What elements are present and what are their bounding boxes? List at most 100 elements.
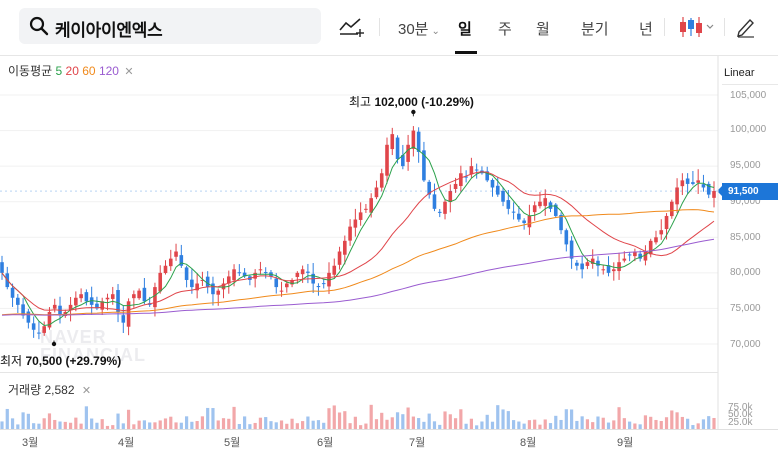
candle-body [706, 183, 711, 195]
candle-body [168, 258, 173, 267]
volume-bar [221, 418, 226, 429]
toolbar-separator [664, 18, 665, 36]
toolbar-separator [379, 18, 380, 36]
volume-bar [469, 418, 473, 429]
volume-bar [237, 423, 241, 429]
candle-body [633, 251, 637, 257]
volume-bar [348, 423, 352, 429]
volume-bar [680, 416, 684, 429]
volume-bar [243, 416, 247, 429]
low-value: 70,500 [25, 354, 63, 368]
volume-bar [580, 416, 584, 429]
volume-bar [548, 423, 553, 429]
volume-bar [691, 425, 695, 429]
candle-body [622, 258, 627, 261]
period-week[interactable]: 주 [498, 21, 512, 38]
volume-bar [84, 406, 88, 429]
candle-body [585, 262, 590, 266]
period-quarter[interactable]: 분기 [581, 21, 609, 38]
candle-body [617, 262, 621, 272]
y-tick-label: 90,000 [730, 196, 761, 207]
candle-body [100, 301, 105, 310]
volume-bar [74, 417, 78, 429]
close-icon[interactable]: ✕ [124, 66, 134, 78]
volume-bar [490, 421, 495, 429]
volume-bar [258, 417, 263, 429]
volume-value: 2,582 [44, 383, 75, 397]
period-month[interactable]: 월 [536, 21, 550, 38]
volume-bar [638, 424, 642, 429]
candle-body [437, 211, 442, 213]
high-value: 102,000 [374, 95, 418, 109]
period-day[interactable]: 일 [458, 21, 472, 38]
candle-body [427, 181, 431, 195]
volume-bar [332, 405, 336, 429]
candle-body [137, 290, 141, 299]
low-price-annotation: 최저 70,500 (+29.79%) [0, 352, 121, 369]
low-marker-dot [51, 341, 57, 347]
volume-bar [195, 421, 199, 429]
ma60-label: 60 [82, 64, 96, 78]
candle-body [459, 173, 463, 187]
search-icon[interactable] [29, 16, 49, 41]
draw-line-icon[interactable] [338, 14, 364, 43]
candle-body [232, 269, 236, 281]
volume-tick-label: 50.0k [728, 409, 753, 420]
candle-body [659, 230, 664, 235]
volume-bar [5, 408, 9, 429]
volume-bar [285, 423, 289, 429]
volume-bar [163, 418, 168, 429]
candle-body [527, 215, 532, 228]
pencil-icon[interactable] [736, 16, 756, 43]
volume-bar [596, 416, 600, 429]
x-tick-label: 9월 [617, 437, 634, 449]
candle-body [696, 180, 700, 183]
volume-bar [290, 418, 294, 429]
candle-body [369, 198, 373, 213]
candle-body [205, 276, 210, 288]
period-year[interactable]: 년 [639, 21, 653, 38]
candle-body [627, 254, 632, 256]
candle-body [495, 185, 500, 195]
volume-bar [559, 419, 563, 429]
volume-bar [37, 423, 41, 429]
volume-bar [570, 409, 574, 429]
volume-bar [68, 422, 73, 429]
candle-body [664, 215, 669, 230]
volume-bar [406, 407, 410, 429]
candlestick-icon[interactable] [678, 15, 716, 44]
candle-body [353, 219, 358, 228]
candle-body [553, 204, 558, 216]
y-tick-label: 95,000 [730, 160, 761, 171]
moving-average-legend[interactable]: 이동평균 5 20 60 120 ✕ [8, 62, 134, 79]
candle-body [648, 240, 653, 255]
stock-search-box[interactable]: 케이아이엔엑스 [19, 8, 321, 44]
volume-bar [121, 423, 125, 429]
candle-body [84, 292, 89, 302]
toolbar-separator [724, 18, 725, 36]
volume-legend[interactable]: 거래량 2,582 ✕ [8, 381, 91, 398]
volume-bar [337, 412, 342, 429]
candle-body [712, 191, 716, 198]
pane-divider[interactable] [0, 372, 718, 373]
volume-bar [422, 421, 426, 429]
period-30min[interactable]: 30분 ⌄ [398, 18, 440, 39]
volume-bar [554, 415, 558, 429]
candle-body [37, 332, 41, 334]
volume-bar [279, 420, 284, 429]
volume-bar [169, 416, 173, 429]
search-query[interactable]: 케이아이엔엑스 [55, 21, 163, 40]
close-icon[interactable]: ✕ [81, 385, 92, 397]
candle-body [332, 265, 337, 275]
volume-bar [707, 416, 711, 429]
chevron-down-icon: ⌄ [431, 26, 440, 37]
candle-body [195, 283, 199, 291]
candle-body [343, 240, 347, 255]
candle-body [532, 205, 537, 213]
candle-body [590, 258, 595, 264]
x-tick-label: 4월 [118, 437, 135, 449]
candle-body [654, 237, 658, 243]
scale-toggle[interactable]: Linear [724, 67, 755, 79]
volume-bar [443, 411, 447, 429]
